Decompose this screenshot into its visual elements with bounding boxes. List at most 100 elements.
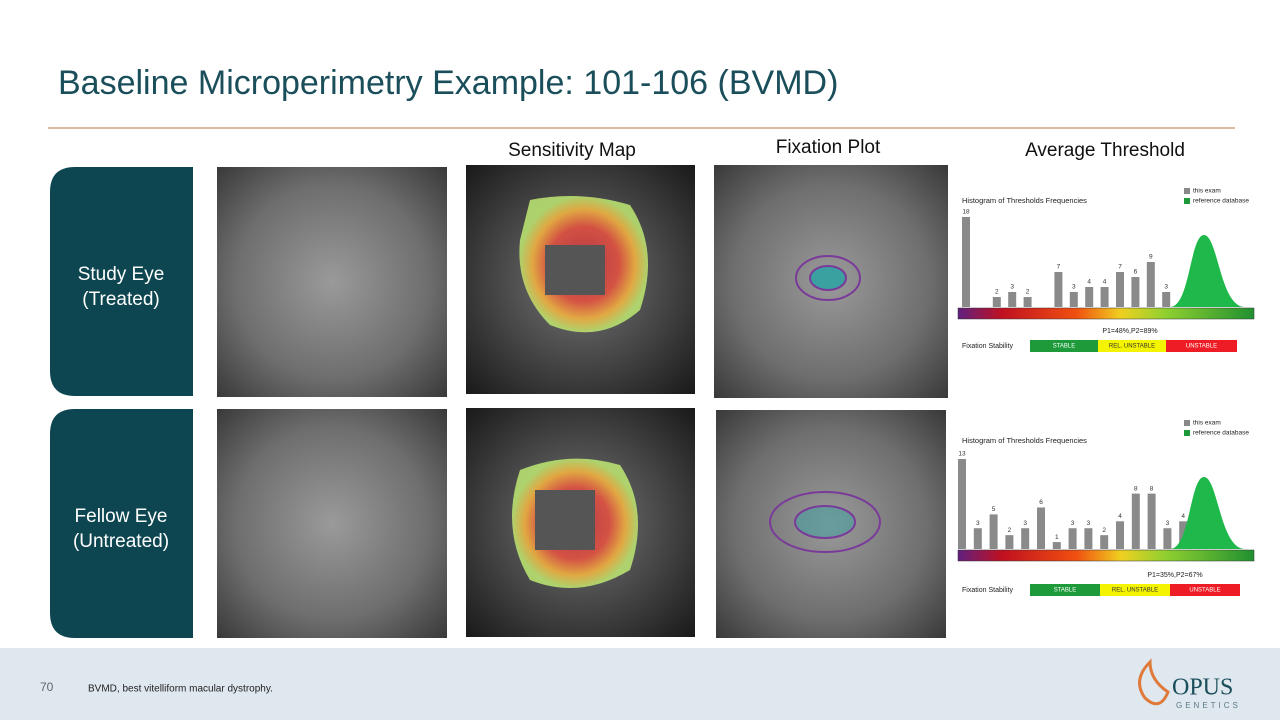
histogram-bar bbox=[1131, 493, 1140, 549]
scotoma bbox=[545, 245, 605, 295]
logo-icon bbox=[1138, 658, 1170, 706]
histogram-bar bbox=[962, 217, 970, 307]
stability-text: STABLE bbox=[1054, 588, 1077, 594]
title: Baseline Microperimetry Example: 101-106… bbox=[58, 64, 838, 102]
bar-label: 2 bbox=[1102, 527, 1106, 534]
histogram-bar bbox=[1116, 521, 1124, 549]
microperimetry-image bbox=[217, 409, 447, 638]
footer-band bbox=[0, 648, 1280, 720]
legend-swatch bbox=[1184, 198, 1190, 204]
bar-label: 13 bbox=[958, 451, 966, 458]
reference-curve bbox=[1170, 235, 1245, 307]
bar-label: 18 bbox=[962, 209, 970, 216]
bar-label: 4 bbox=[1118, 513, 1122, 520]
histogram-bar bbox=[1163, 528, 1172, 549]
bar-label: 5 bbox=[992, 506, 996, 513]
row-label-box bbox=[50, 409, 193, 638]
stability-text: REL. UNSTABLE bbox=[1112, 588, 1158, 594]
scotoma bbox=[535, 490, 595, 550]
column-header: Fixation Plot bbox=[776, 137, 881, 158]
bar-label: 3 bbox=[1166, 520, 1170, 527]
logo: OPUS bbox=[1172, 675, 1233, 701]
bar-label: 3 bbox=[976, 520, 980, 527]
bar-label: 1 bbox=[1055, 534, 1059, 541]
stability-box bbox=[1030, 340, 1098, 352]
bar-label: 6 bbox=[1039, 499, 1043, 506]
column-header: Sensitivity Map bbox=[508, 140, 636, 161]
legend-swatch bbox=[1184, 188, 1190, 194]
histogram-bar bbox=[1116, 272, 1124, 307]
bar-label: 2 bbox=[995, 289, 999, 296]
stability-text: STABLE bbox=[1053, 344, 1076, 350]
stability-box bbox=[1098, 340, 1166, 352]
threshold-scale bbox=[957, 307, 1255, 320]
histogram-bar bbox=[958, 459, 966, 549]
bar-label: 9 bbox=[1149, 254, 1153, 261]
stability-box bbox=[1166, 340, 1237, 352]
legend-swatch bbox=[1184, 420, 1190, 426]
bar-label: 3 bbox=[1071, 520, 1075, 527]
bar-label: 8 bbox=[1150, 485, 1154, 492]
bar-label: 7 bbox=[1057, 264, 1061, 271]
stability-box bbox=[1170, 584, 1240, 596]
row-label-box bbox=[50, 167, 193, 396]
histogram-bar bbox=[1054, 272, 1063, 307]
column-header: Average Threshold bbox=[1025, 140, 1185, 161]
bar-label: 3 bbox=[1087, 520, 1091, 527]
histogram-bar bbox=[1008, 292, 1017, 307]
histogram-bar bbox=[1100, 287, 1109, 307]
logo-sub: GENETICS bbox=[1176, 701, 1241, 710]
stability-label: Fixation Stability bbox=[962, 343, 1013, 350]
legend-label: this exam bbox=[1193, 420, 1221, 427]
row-label: Study Eye bbox=[78, 264, 165, 285]
histogram-bar bbox=[1023, 297, 1032, 307]
bar-label: 2 bbox=[1008, 527, 1012, 534]
legend-label: this exam bbox=[1193, 188, 1221, 195]
legend-label: reference database bbox=[1193, 198, 1249, 205]
legend-swatch bbox=[1184, 430, 1190, 436]
threshold-scale bbox=[957, 549, 1255, 562]
bar-label: 3 bbox=[1164, 284, 1168, 291]
histogram-bar bbox=[1005, 535, 1014, 549]
page-number: 70 bbox=[40, 680, 54, 694]
image-group bbox=[217, 165, 948, 638]
histogram-bar bbox=[989, 514, 998, 549]
bar-label: 4 bbox=[1087, 279, 1091, 286]
histogram-bar bbox=[1100, 535, 1109, 549]
fixation-ellipse bbox=[809, 265, 847, 291]
histogram-bar bbox=[973, 528, 982, 549]
reference-curve bbox=[1170, 477, 1245, 549]
stability-box bbox=[1100, 584, 1170, 596]
histogram-bar bbox=[1037, 507, 1045, 549]
bar-label: 7 bbox=[1118, 264, 1122, 271]
histogram-title: Histogram of Thresholds Frequencies bbox=[962, 196, 1087, 205]
histogram-bar bbox=[1162, 292, 1171, 307]
bar-label: 3 bbox=[1023, 520, 1027, 527]
bar-label: 4 bbox=[1181, 513, 1185, 520]
bar-label: 4 bbox=[1103, 279, 1107, 286]
histogram-bar bbox=[1131, 277, 1140, 307]
stability-text: UNSTABLE bbox=[1189, 588, 1220, 594]
row-label: (Treated) bbox=[82, 289, 159, 310]
bar-label: 3 bbox=[1010, 284, 1014, 291]
fixation-stats: P1=48%,P2=89% bbox=[1102, 328, 1157, 335]
row-label: Fellow Eye bbox=[75, 506, 168, 527]
stability-box bbox=[1030, 584, 1100, 596]
histogram-bar bbox=[1147, 493, 1156, 549]
legend-label: reference database bbox=[1193, 430, 1249, 437]
histogram-bar bbox=[1085, 287, 1094, 307]
histogram-bar bbox=[1146, 262, 1155, 307]
stability-text: UNSTABLE bbox=[1186, 344, 1217, 350]
fixation-ellipse bbox=[769, 491, 881, 553]
histogram-bar bbox=[1021, 528, 1030, 549]
fixation-stats: P1=35%,P2=67% bbox=[1147, 572, 1202, 579]
histogram-bar bbox=[1069, 292, 1078, 307]
microperimetry-image bbox=[217, 167, 447, 397]
fixation-ellipse bbox=[794, 505, 856, 539]
stability-text: REL. UNSTABLE bbox=[1109, 344, 1155, 350]
histogram-bar bbox=[1084, 528, 1093, 549]
histogram-bar bbox=[992, 297, 1001, 307]
histogram-title: Histogram of Thresholds Frequencies bbox=[962, 436, 1087, 445]
footnote: BVMD, best vitelliform macular dystrophy… bbox=[88, 684, 273, 695]
